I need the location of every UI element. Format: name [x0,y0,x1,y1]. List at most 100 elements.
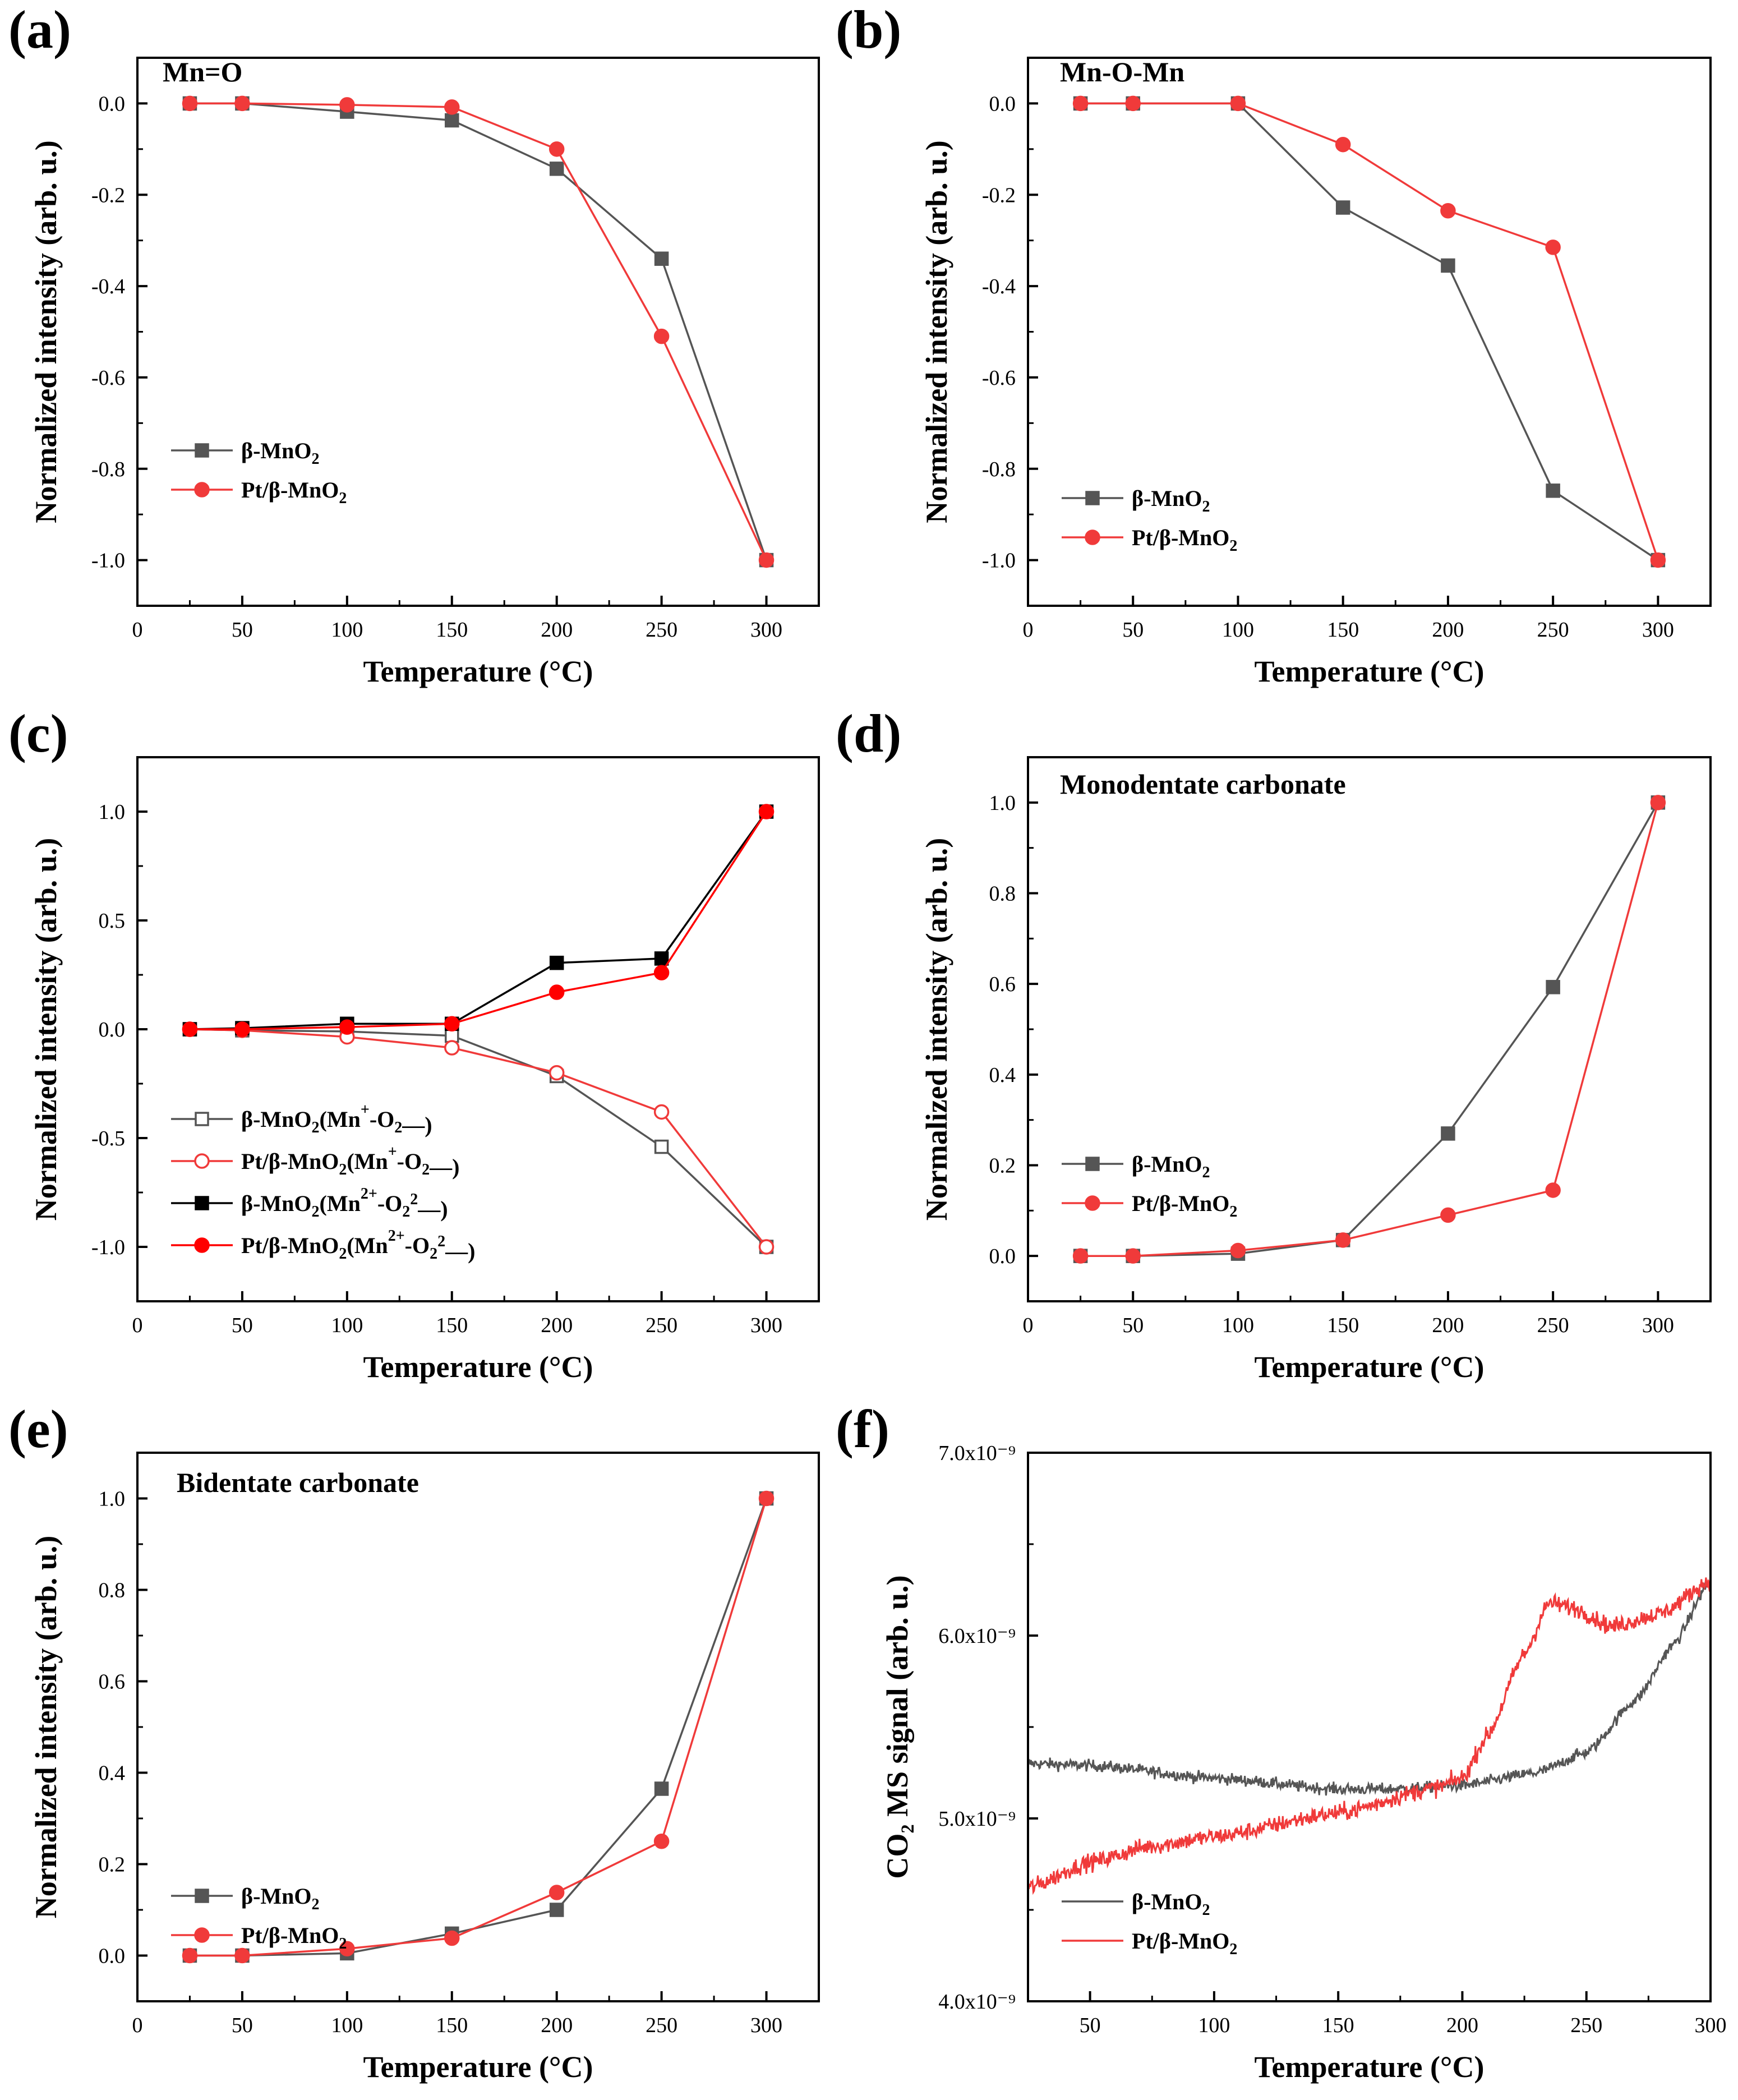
y-tick-label: 0.2 [99,1853,126,1877]
x-tick-label: 50 [232,618,253,642]
series-group [182,95,775,568]
x-tick-label: 300 [750,1314,782,1337]
data-point [1440,202,1456,219]
x-tick-label: 250 [1537,1314,1569,1337]
x-tick-label: 300 [750,2014,782,2037]
x-axis-label: Temperature (°C) [1254,655,1484,688]
panel-annotation: Bidentate carbonate [177,1467,419,1498]
legend-label: β-MnO2 [1132,1152,1210,1181]
panel-label: (a) [8,0,71,59]
x-tick-label: 200 [1446,2014,1478,2037]
y-tick-label: -0.8 [982,458,1016,481]
y-tick-label: 0.0 [99,1018,126,1042]
x-tick-label: 0 [132,1314,143,1337]
data-point [548,1065,565,1081]
y-tick-label: 0.0 [99,1945,126,1968]
data-point [1650,552,1666,568]
x-tick-label: 150 [436,2014,468,2037]
y-tick-label: -0.6 [982,366,1016,390]
axes-frame [136,57,820,607]
data-point [182,1947,198,1964]
y-axis-label: Normalized intensity (arb. u.) [29,838,63,1221]
x-tick-label: 300 [1642,618,1674,642]
y-axis-label: Normalized intensity (arb. u.) [920,838,953,1221]
panel-annotation: Monodentate carbonate [1060,768,1346,800]
y-axis-label: CO₂ MS signal (arb. u.) [880,1575,914,1878]
x-tick-label: 200 [1432,618,1464,642]
legend: β-MnO2 Pt/β-MnO2 [171,1883,347,1952]
x-tick-label: 300 [750,618,782,642]
data-point [758,1490,775,1507]
x-tick-label: 250 [646,1314,677,1337]
y-tick-label: -0.5 [91,1127,125,1150]
data-point [654,1781,669,1796]
legend: β-MnO2 Pt/β-MnO2 [1062,1889,1237,1958]
legend-label: Pt/β-MnO2(Mn2+-O22—) [241,1227,475,1264]
data-point [1440,1207,1456,1223]
legend-label: Pt/β-MnO2 [1132,1191,1237,1221]
legend-label: Pt/β-MnO2 [241,477,347,507]
legend-label: β-MnO2 [1132,1889,1210,1919]
y-tick-label: 0.0 [989,1245,1016,1268]
x-axis-label: Temperature (°C) [363,655,593,688]
panel-label: (f) [836,1399,889,1459]
data-point [1335,136,1351,153]
legend-label: β-MnO2 [1132,486,1210,515]
axes-frame [1027,756,1712,1302]
y-tick-label: 0.5 [99,909,126,933]
panel-e: (e) 0 50 100 150 200 250 300 0.0 0.2 0.4 0.6 0.8 1.0 T… [8,1399,820,2084]
x-axis-label: Temperature (°C) [1254,1350,1484,1384]
legend-marker [195,443,209,458]
x-tick-label: 150 [436,618,468,642]
y-tick-label: 1.0 [99,1488,126,1511]
data-point [653,1104,670,1120]
data-point [1125,95,1141,112]
legend: β-MnO2 Pt/β-MnO2 [1062,486,1237,555]
data-point [1230,95,1246,112]
x-tick-label: 50 [232,2014,253,2037]
x-tick-label: 100 [1222,1314,1254,1337]
data-point [1072,95,1089,112]
legend-label: β-MnO2(Mn2+-O22—) [241,1185,448,1222]
x-tick-label: 0 [132,618,143,642]
series-group [1072,795,1666,1264]
data-point [548,1885,565,1900]
data-point [234,1021,250,1037]
y-tick-label: 4.0x10⁻⁹ [938,1990,1016,2014]
y-tick-label: 5.0x10⁻⁹ [938,1807,1016,1831]
x-tick-label: 100 [1222,618,1254,642]
legend-marker [194,1237,210,1253]
x-tick-label: 0 [1023,618,1034,642]
data-point [549,955,564,970]
data-point [758,1239,775,1255]
data-point [548,984,565,1000]
legend-marker [1085,491,1100,505]
series-group [182,804,775,1255]
data-point [549,162,564,176]
data-point [444,1930,460,1946]
y-tick-label: 0.8 [99,1579,126,1602]
y-tick-label: 0.0 [99,92,126,116]
legend-marker [195,1196,209,1210]
data-point [182,1021,198,1037]
data-point [444,99,460,115]
y-tick-label: 1.0 [989,791,1016,815]
legend-label: β-MnO2 [241,438,320,468]
legend-marker [1085,1157,1100,1171]
axes-frame [1027,1452,1712,2002]
series-line [1029,1581,1709,1796]
y-tick-label: -1.0 [91,1236,125,1259]
data-point [1335,200,1350,215]
data-point [758,804,775,819]
y-tick-label: -1.0 [982,549,1016,573]
legend-marker [195,1889,209,1903]
data-point [653,965,670,980]
data-point [653,328,670,344]
axes-frame [1027,57,1712,607]
series-group [1072,95,1666,568]
y-tick-label: 0.6 [989,973,1016,996]
panel-a: (a) 0 50 100 150 200 250 300 0.0 -0.2 -0.4 -0.6 -0.8… [8,0,820,688]
y-tick-label: 0.4 [989,1063,1016,1087]
series-line [190,810,767,1030]
